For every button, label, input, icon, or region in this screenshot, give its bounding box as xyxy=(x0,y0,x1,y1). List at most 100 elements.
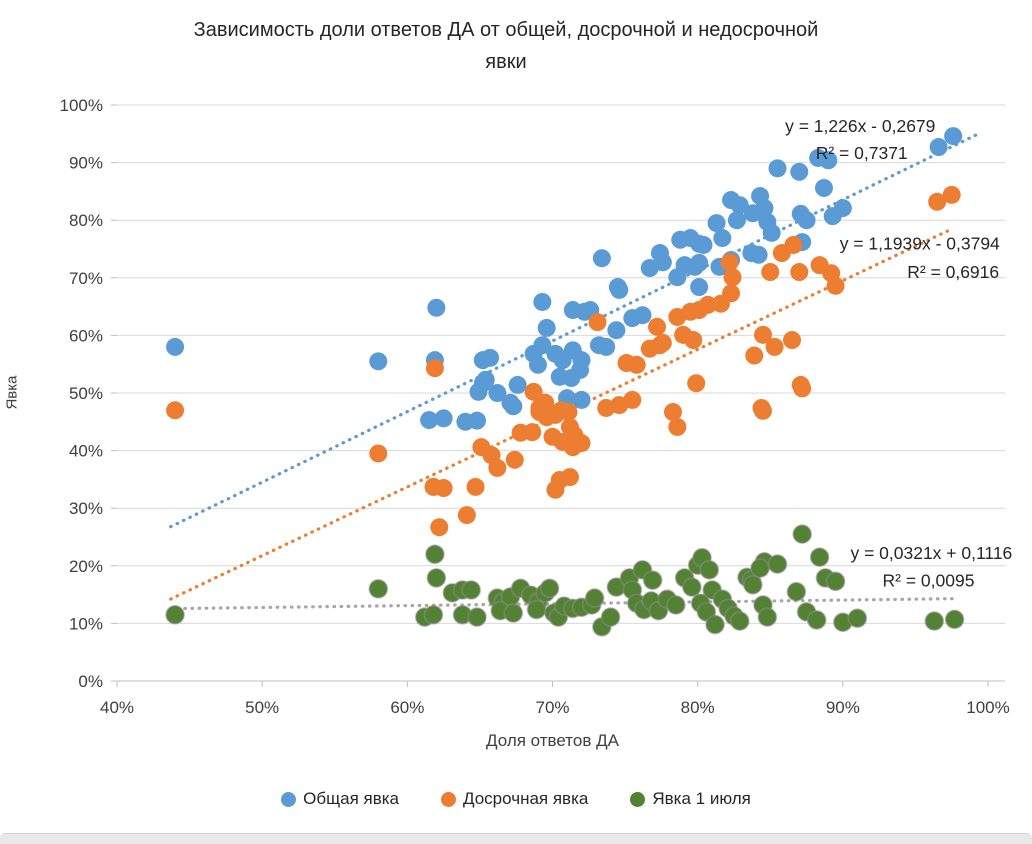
scatter-plot: 0% 10% 20% 30% 40% 50% 60% 70% 80% 90% 100% 40% 50% 6… xyxy=(60,96,1013,717)
scatter-point xyxy=(767,554,788,574)
scatter-point xyxy=(819,151,838,170)
scatter-point xyxy=(790,162,809,181)
scatter-point xyxy=(546,480,565,499)
scatter-point xyxy=(642,570,663,591)
scatter-point xyxy=(571,360,590,379)
scatter-point xyxy=(729,611,750,631)
trendline xyxy=(169,131,983,529)
scatter-point xyxy=(720,253,739,272)
scatter-point xyxy=(743,575,763,595)
x-tick-label: 80% xyxy=(681,698,715,717)
scatter-point xyxy=(705,614,725,635)
trendline-equation-label: y = 1,1939x - 0,3794 xyxy=(840,234,1000,254)
scatter-point xyxy=(690,234,709,253)
scatter-point xyxy=(457,506,476,525)
scatter-point xyxy=(653,253,672,272)
series-points-1 xyxy=(166,185,961,537)
scatter-point xyxy=(468,411,487,430)
scatter-point xyxy=(588,313,607,332)
y-tick-label: 10% xyxy=(69,614,103,633)
scatter-point xyxy=(745,346,764,365)
x-tick-label: 90% xyxy=(826,698,860,717)
scatter-point xyxy=(690,278,709,297)
scatter-point xyxy=(682,577,702,597)
scatter-point xyxy=(666,595,686,615)
scatter-point xyxy=(928,192,947,211)
scatter-point xyxy=(786,581,807,602)
scatter-point xyxy=(929,138,948,157)
scatter-point xyxy=(420,411,439,430)
trendline-r2-label: R² = 0,6916 xyxy=(907,262,999,282)
scatter-point xyxy=(467,607,487,627)
scatter-point xyxy=(753,325,772,344)
scatter-point xyxy=(727,211,746,230)
trendline-r2-label: R² = 0,0095 xyxy=(883,571,975,591)
scatter-point xyxy=(592,249,611,268)
legend-label: Досрочная явка xyxy=(463,789,589,808)
scatter-point xyxy=(537,318,556,337)
scatter-point xyxy=(833,199,852,218)
x-tick-label: 50% xyxy=(245,698,279,717)
scatter-point xyxy=(430,518,449,537)
x-tick-label: 40% xyxy=(100,698,134,717)
scatter-point xyxy=(166,337,185,356)
scatter-point xyxy=(476,370,495,389)
scatter-point xyxy=(600,607,621,627)
y-tick-label: 0% xyxy=(78,672,103,691)
scatter-point xyxy=(797,211,816,230)
scatter-point xyxy=(784,235,803,254)
scatter-point xyxy=(768,159,787,178)
scatter-point xyxy=(368,579,389,599)
scatter-point xyxy=(533,292,552,311)
scatter-point xyxy=(791,375,810,394)
scatter-point xyxy=(723,268,742,287)
scatter-point xyxy=(560,468,579,487)
y-tick-label: 40% xyxy=(69,442,103,461)
scatter-point xyxy=(762,223,781,242)
scatter-point xyxy=(610,280,629,299)
scatter-point xyxy=(488,384,507,402)
scatter-point xyxy=(434,479,453,498)
scatter-point xyxy=(749,245,768,264)
chart-legend: Общая явка Досрочная явка Явка 1 июля xyxy=(0,789,1032,809)
scatter-point xyxy=(505,450,524,469)
scatter-point xyxy=(423,604,444,625)
scatter-point xyxy=(690,253,709,272)
scatter-point xyxy=(698,295,717,314)
x-tick-label: 60% xyxy=(390,698,424,717)
scatter-point xyxy=(528,355,547,374)
scatter-point xyxy=(425,544,445,565)
scatter-point xyxy=(765,337,784,356)
y-tick-label: 90% xyxy=(69,154,103,173)
scatter-point xyxy=(752,398,771,417)
legend-label: Общая явка xyxy=(303,789,400,808)
scatter-point xyxy=(627,355,646,374)
x-axis-title: Доля ответов ДА xyxy=(486,731,619,750)
scatter-point xyxy=(809,547,830,567)
scatter-point xyxy=(607,321,626,340)
scatter-point xyxy=(597,337,616,356)
scatter-point xyxy=(488,458,507,477)
scatter-point xyxy=(565,426,584,445)
scatter-point xyxy=(942,185,961,204)
legend-item-yavka-1-iyulya: Явка 1 июля xyxy=(630,789,751,809)
series-points-0 xyxy=(166,127,963,431)
y-tick-label: 20% xyxy=(69,557,103,576)
scatter-point xyxy=(369,352,388,371)
scatter-point xyxy=(847,608,868,629)
legend-label: Явка 1 июля xyxy=(652,789,751,808)
scatter-point xyxy=(687,374,706,393)
x-axis: 40% 50% 60% 70% 80% 90% 100% xyxy=(100,681,1010,717)
chart-title: Зависимость доли ответов ДА от общей, до… xyxy=(0,14,1012,78)
scatter-point xyxy=(466,477,485,496)
scatter-point xyxy=(806,610,827,630)
scatter-point xyxy=(730,196,749,215)
trendline-equation-label: y = 0,0321x + 0,1116 xyxy=(850,543,1012,563)
series-points-2 xyxy=(165,524,965,637)
y-tick-label: 60% xyxy=(69,326,103,345)
scatter-point xyxy=(461,580,482,600)
scatter-point xyxy=(924,611,945,631)
scatter-point xyxy=(524,382,543,401)
legend-marker-icon xyxy=(630,791,646,807)
trendline-equations: y = 1,226x - 0,2679 R² = 0,7371 y = 1,1939… xyxy=(785,116,1012,590)
